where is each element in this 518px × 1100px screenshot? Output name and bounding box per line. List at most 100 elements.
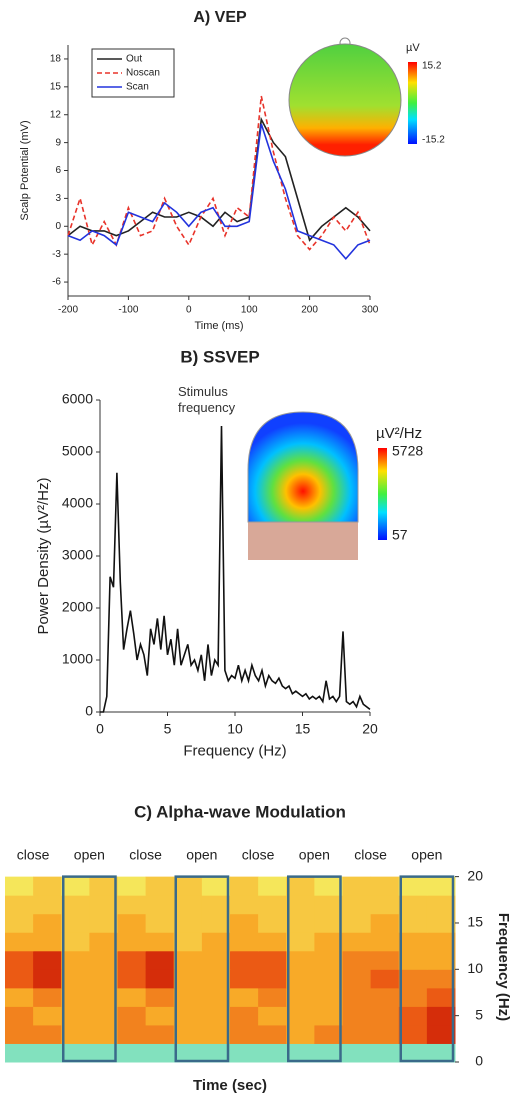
heat-cell bbox=[89, 876, 118, 896]
heat-cell bbox=[33, 1006, 62, 1026]
chart-title: C) Alpha-wave Modulation bbox=[134, 802, 346, 821]
segment-label: close bbox=[129, 847, 162, 863]
heat-cell bbox=[145, 913, 175, 933]
heat-cell bbox=[286, 932, 315, 952]
segment-label: open bbox=[411, 847, 442, 863]
heat-cell bbox=[145, 987, 175, 1007]
heat-cell bbox=[314, 876, 343, 896]
heat-cell bbox=[89, 932, 118, 952]
heat-cell bbox=[426, 987, 456, 1007]
heat-cell bbox=[61, 895, 90, 915]
heat-cell bbox=[314, 1024, 343, 1044]
heat-cell bbox=[145, 1006, 175, 1026]
heat-cell bbox=[426, 1043, 456, 1063]
heat-cell bbox=[89, 969, 118, 989]
y-tick-label: 4000 bbox=[62, 495, 93, 511]
y-tick-label: 12 bbox=[50, 109, 62, 120]
heat-cell bbox=[314, 932, 343, 952]
y-tick-label: 6 bbox=[55, 165, 61, 176]
line-series bbox=[67, 123, 371, 261]
heat-cell bbox=[33, 1043, 62, 1063]
colorbar-min: 57 bbox=[392, 527, 408, 543]
segment-label: open bbox=[299, 847, 330, 863]
heat-cell bbox=[314, 913, 343, 933]
heat-cell bbox=[258, 876, 287, 896]
heat-cell bbox=[230, 969, 259, 989]
heat-cell bbox=[398, 876, 428, 896]
heat-cell bbox=[5, 876, 34, 896]
y-tick-label: -6 bbox=[52, 277, 61, 288]
heat-cell bbox=[342, 950, 372, 970]
heat-cell bbox=[173, 1024, 203, 1044]
heat-cell bbox=[61, 932, 90, 952]
heat-cell bbox=[33, 987, 62, 1007]
heat-cell bbox=[61, 876, 90, 896]
heat-cell bbox=[201, 1006, 231, 1026]
heat-cell bbox=[258, 987, 287, 1007]
x-tick-label: 0 bbox=[186, 305, 192, 316]
y-tick-label: 1000 bbox=[62, 651, 93, 667]
heat-cell bbox=[286, 969, 315, 989]
heat-cell bbox=[5, 913, 34, 933]
heat-cell bbox=[258, 895, 287, 915]
segment-label: open bbox=[74, 847, 105, 863]
heat-cell bbox=[33, 932, 62, 952]
heat-cell bbox=[145, 932, 175, 952]
heat-cell bbox=[398, 895, 428, 915]
y-tick-label: 0 bbox=[55, 221, 61, 232]
heat-cell bbox=[230, 1024, 259, 1044]
heat-cell bbox=[258, 913, 287, 933]
heat-cell bbox=[173, 876, 203, 896]
heat-cell bbox=[89, 1006, 118, 1026]
heat-cell bbox=[314, 1006, 343, 1026]
y-tick-label: 3000 bbox=[62, 547, 93, 563]
heat-cell bbox=[342, 1024, 372, 1044]
y-tick-label: 5000 bbox=[62, 443, 93, 459]
segment-box bbox=[62, 875, 117, 1063]
heat-cell bbox=[201, 1024, 231, 1044]
heat-cell bbox=[89, 1043, 118, 1063]
line-series bbox=[100, 425, 371, 713]
y-tick-label: 6000 bbox=[62, 391, 93, 407]
heat-cell bbox=[33, 876, 62, 896]
heat-cell bbox=[145, 1043, 175, 1063]
heat-cell bbox=[173, 932, 203, 952]
colorbar-min: -15.2 bbox=[422, 135, 445, 146]
heat-cell bbox=[89, 913, 118, 933]
heat-cell bbox=[398, 987, 428, 1007]
heat-cell bbox=[426, 876, 456, 896]
heat-cell bbox=[89, 950, 118, 970]
colorbar-title: µV bbox=[406, 42, 420, 54]
heat-cell bbox=[398, 932, 428, 952]
heat-cell bbox=[230, 913, 259, 933]
segment-label: close bbox=[354, 847, 387, 863]
heat-cell bbox=[286, 876, 315, 896]
segment-box bbox=[399, 875, 455, 1063]
heat-cell bbox=[286, 913, 315, 933]
heat-cell bbox=[426, 895, 456, 915]
heat-cell bbox=[258, 969, 287, 989]
heat-cell bbox=[145, 895, 175, 915]
y-tick-label: 18 bbox=[50, 54, 62, 65]
x-axis-label: Time (sec) bbox=[193, 1077, 267, 1094]
heat-cell bbox=[61, 1006, 90, 1026]
heat-cell bbox=[258, 950, 287, 970]
heat-cell bbox=[117, 969, 147, 989]
heat-cell bbox=[201, 987, 231, 1007]
heat-cell bbox=[314, 950, 343, 970]
heat-cell bbox=[89, 895, 118, 915]
segment-label: close bbox=[17, 847, 50, 863]
heat-cell bbox=[33, 913, 62, 933]
heat-cell bbox=[258, 932, 287, 952]
heat-cell bbox=[426, 1024, 456, 1044]
y-tick-label: 0 bbox=[85, 703, 93, 719]
heat-cell bbox=[201, 1043, 231, 1063]
colorbar bbox=[408, 62, 417, 144]
segment-box bbox=[287, 875, 342, 1063]
heat-cell bbox=[230, 895, 259, 915]
heat-cell bbox=[145, 876, 175, 896]
colorbar bbox=[378, 448, 387, 540]
heat-cell bbox=[230, 1006, 259, 1026]
heat-cell bbox=[370, 876, 400, 896]
